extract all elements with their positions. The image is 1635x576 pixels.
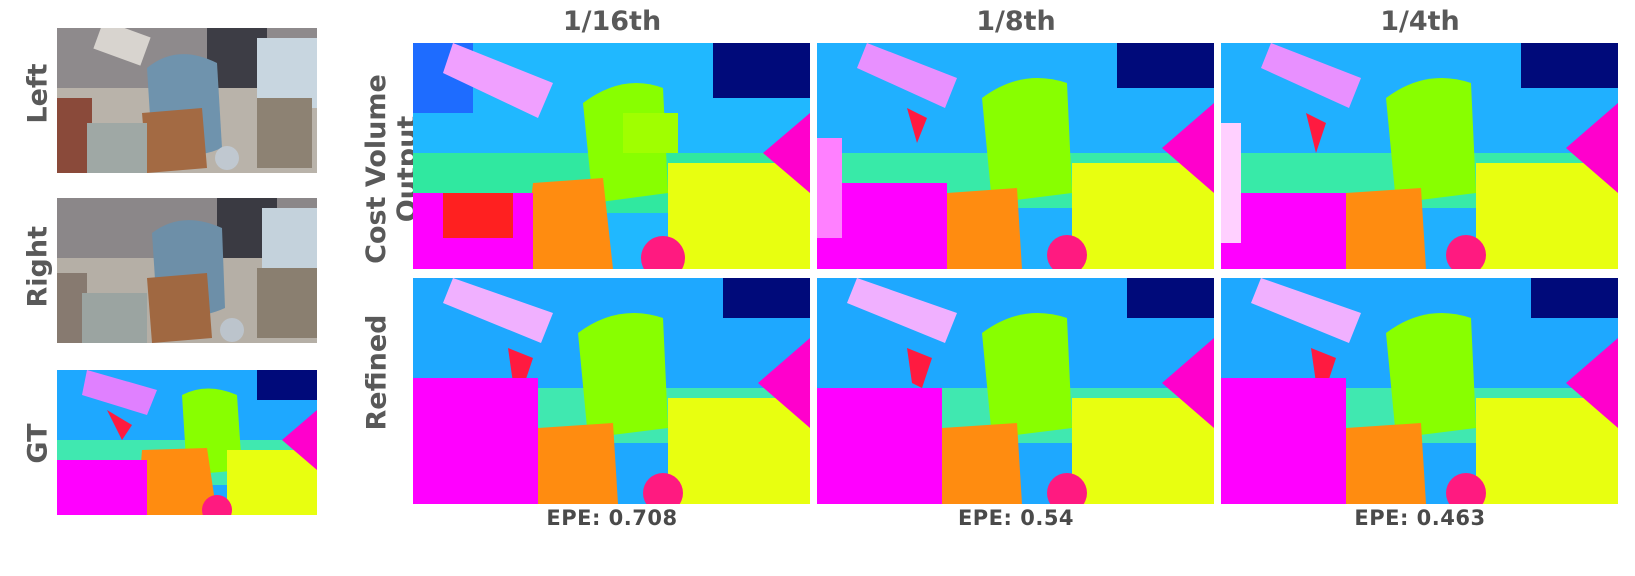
row-label-left: Left xyxy=(22,63,54,124)
epe-label-1-16th: EPE: 0.708 xyxy=(546,506,678,530)
epe-label-1-4th: EPE: 0.463 xyxy=(1354,506,1486,530)
epe-label-1-8th: EPE: 0.54 xyxy=(957,506,1075,530)
cost-volume-1-8th xyxy=(817,43,1214,269)
column-header-1-8th: 1/8th xyxy=(976,6,1056,37)
row-label-gt: GT xyxy=(22,423,54,464)
cost-volume-1-4th xyxy=(1221,43,1618,269)
row-label-cost-volume-line1: Cost Volume xyxy=(361,74,392,264)
refined-1-8th xyxy=(817,278,1214,504)
right-image xyxy=(57,198,317,343)
gt-image xyxy=(57,370,317,515)
refined-1-4th xyxy=(1221,278,1618,504)
row-label-right: Right xyxy=(22,225,54,308)
refined-1-16th xyxy=(413,278,810,504)
cost-volume-1-16th xyxy=(413,43,810,269)
left-image xyxy=(57,28,317,173)
row-label-refined: Refined xyxy=(361,314,393,431)
column-header-1-16th: 1/16th xyxy=(562,6,662,37)
column-header-1-4th: 1/4th xyxy=(1380,6,1460,37)
